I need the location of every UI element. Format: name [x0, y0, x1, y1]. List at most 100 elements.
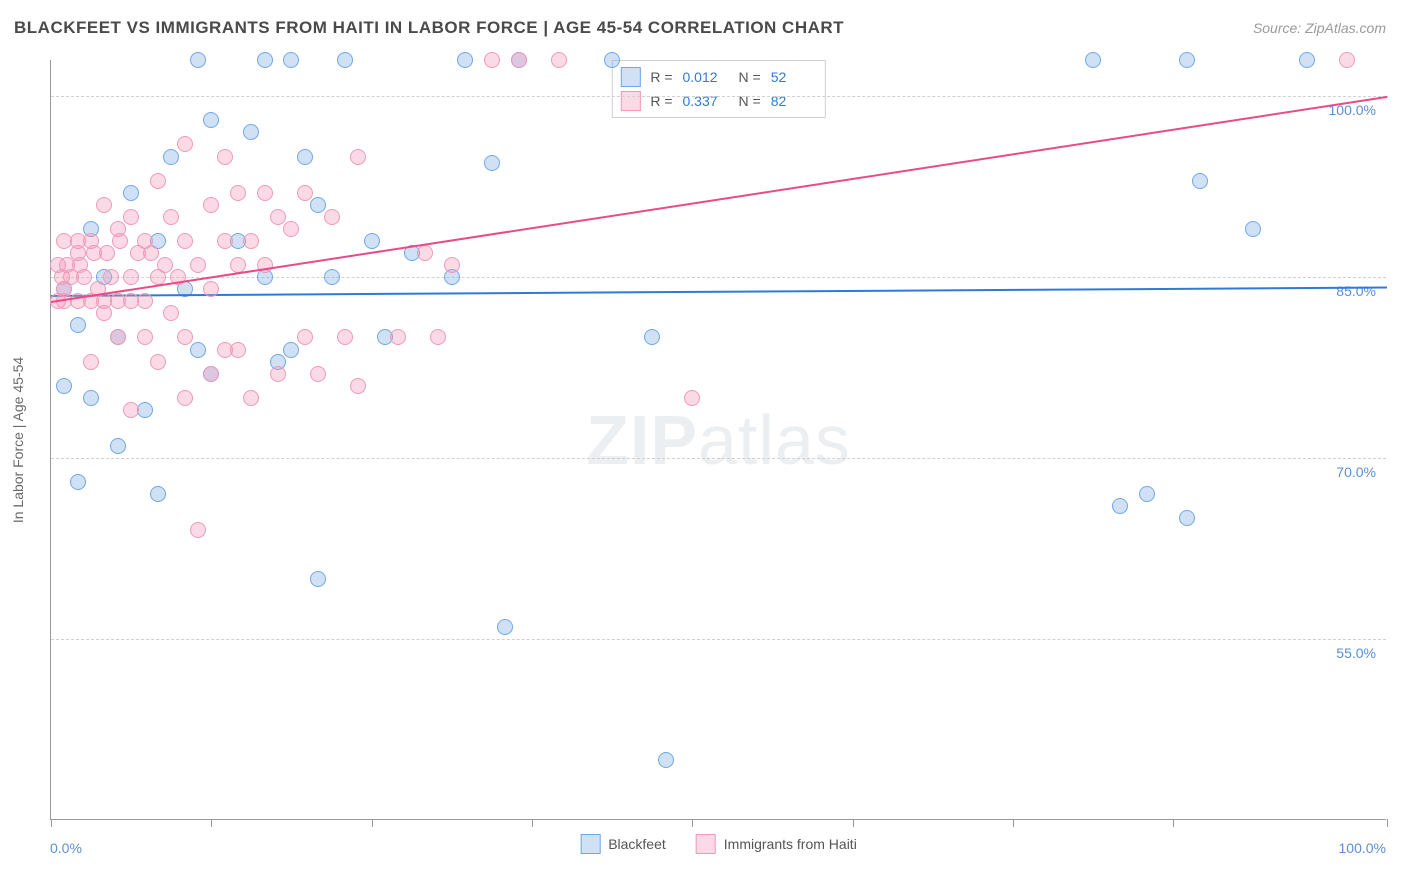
bottom-legend: Blackfeet Immigrants from Haiti	[580, 834, 857, 854]
scatter-point	[123, 209, 139, 225]
scatter-point	[1245, 221, 1261, 237]
scatter-point	[1192, 173, 1208, 189]
scatter-point	[137, 293, 153, 309]
scatter-point	[1179, 510, 1195, 526]
scatter-point	[230, 342, 246, 358]
y-tick-label: 55.0%	[1336, 645, 1376, 661]
r-label: R =	[650, 69, 672, 85]
scatter-point	[72, 257, 88, 273]
scatter-point	[203, 281, 219, 297]
scatter-point	[457, 52, 473, 68]
x-tick	[372, 819, 373, 827]
gridline	[51, 277, 1386, 278]
scatter-point	[604, 52, 620, 68]
legend-item-1: Blackfeet	[580, 834, 666, 854]
scatter-point	[157, 257, 173, 273]
scatter-point	[257, 185, 273, 201]
scatter-point	[484, 155, 500, 171]
x-tick	[853, 819, 854, 827]
scatter-point	[297, 149, 313, 165]
scatter-point	[350, 149, 366, 165]
x-tick	[692, 819, 693, 827]
chart-title: BLACKFEET VS IMMIGRANTS FROM HAITI IN LA…	[14, 18, 844, 38]
y-axis-title: In Labor Force | Age 45-54	[10, 357, 26, 523]
scatter-point	[70, 474, 86, 490]
scatter-point	[644, 329, 660, 345]
legend-swatch-2	[696, 834, 716, 854]
scatter-point	[243, 233, 259, 249]
scatter-point	[257, 52, 273, 68]
scatter-point	[177, 390, 193, 406]
scatter-point	[203, 112, 219, 128]
scatter-point	[324, 209, 340, 225]
scatter-point	[484, 52, 500, 68]
watermark: ZIPatlas	[586, 400, 851, 480]
y-tick-label: 85.0%	[1336, 283, 1376, 299]
trend-line	[51, 287, 1387, 297]
scatter-point	[243, 124, 259, 140]
scatter-point	[364, 233, 380, 249]
scatter-point	[56, 378, 72, 394]
scatter-point	[658, 752, 674, 768]
scatter-point	[497, 619, 513, 635]
scatter-point	[337, 329, 353, 345]
scatter-point	[1112, 498, 1128, 514]
watermark-bold: ZIP	[586, 401, 698, 479]
legend-label-2: Immigrants from Haiti	[724, 836, 857, 852]
x-tick	[211, 819, 212, 827]
x-axis-min-label: 0.0%	[50, 840, 82, 856]
scatter-point	[230, 185, 246, 201]
scatter-point	[203, 366, 219, 382]
scatter-point	[163, 209, 179, 225]
n-label: N =	[739, 69, 761, 85]
scatter-point	[430, 329, 446, 345]
scatter-point	[177, 136, 193, 152]
scatter-point	[551, 52, 567, 68]
scatter-point	[190, 522, 206, 538]
scatter-point	[190, 257, 206, 273]
scatter-point	[1139, 486, 1155, 502]
legend-label-1: Blackfeet	[608, 836, 666, 852]
scatter-point	[110, 329, 126, 345]
scatter-point	[137, 329, 153, 345]
scatter-point	[163, 305, 179, 321]
swatch-series-2	[620, 91, 640, 111]
swatch-series-1	[620, 67, 640, 87]
scatter-point	[337, 52, 353, 68]
r-value-1: 0.012	[683, 69, 729, 85]
scatter-point	[270, 366, 286, 382]
scatter-point	[310, 197, 326, 213]
scatter-point	[123, 185, 139, 201]
watermark-light: atlas	[698, 401, 851, 479]
x-tick	[1013, 819, 1014, 827]
scatter-point	[217, 233, 233, 249]
gridline	[51, 96, 1386, 97]
scatter-point	[283, 52, 299, 68]
scatter-point	[123, 269, 139, 285]
x-tick	[51, 819, 52, 827]
scatter-point	[217, 149, 233, 165]
scatter-point	[1299, 52, 1315, 68]
scatter-point	[99, 245, 115, 261]
scatter-point	[143, 245, 159, 261]
y-tick-label: 70.0%	[1336, 464, 1376, 480]
scatter-point	[283, 221, 299, 237]
scatter-point	[83, 354, 99, 370]
scatter-point	[177, 329, 193, 345]
scatter-point	[310, 366, 326, 382]
scatter-point	[1339, 52, 1355, 68]
scatter-point	[350, 378, 366, 394]
stats-row-2: R = 0.337 N = 82	[620, 89, 816, 113]
scatter-point	[110, 438, 126, 454]
scatter-point	[163, 149, 179, 165]
gridline	[51, 458, 1386, 459]
scatter-point	[444, 257, 460, 273]
scatter-point	[684, 390, 700, 406]
legend-item-2: Immigrants from Haiti	[696, 834, 857, 854]
stats-row-1: R = 0.012 N = 52	[620, 65, 816, 89]
source-label: Source: ZipAtlas.com	[1253, 20, 1386, 36]
x-tick	[1173, 819, 1174, 827]
scatter-point	[324, 269, 340, 285]
scatter-point	[417, 245, 433, 261]
scatter-point	[70, 317, 86, 333]
